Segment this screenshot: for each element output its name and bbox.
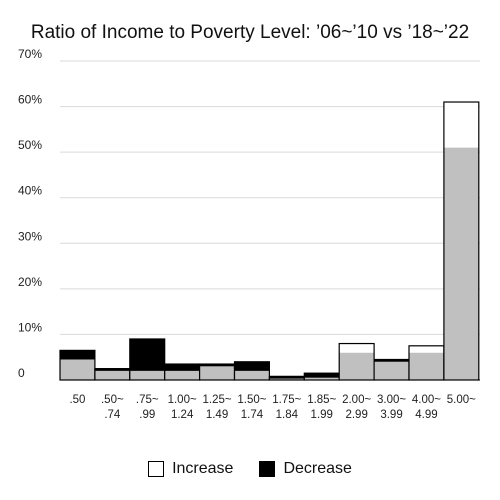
x-tick-label: 1.25~ 1.49: [202, 394, 231, 421]
bar-base: [199, 366, 235, 380]
legend: Increase Decrease: [0, 460, 500, 478]
bar-decrease: [269, 376, 305, 379]
x-tick-label: .50~ .74: [101, 394, 124, 421]
bar-decrease: [234, 361, 270, 371]
bar-base: [60, 359, 95, 380]
bar-decrease: [374, 359, 409, 362]
bar-base: [269, 378, 305, 380]
x-tick-label: 1.50~ 1.74: [237, 394, 266, 421]
bar-increase: [443, 102, 479, 148]
y-tick-label: 10%: [18, 320, 42, 334]
bar-base: [409, 352, 444, 380]
y-tick-label: 0: [18, 366, 25, 380]
bar-base: [374, 361, 409, 380]
legend-swatch-increase: [148, 461, 165, 477]
x-tick-label: 2.00~ 2.99: [342, 394, 371, 421]
x-tick-label: 1.85~ 1.99: [307, 394, 336, 421]
bar-decrease: [94, 368, 130, 371]
bar-decrease: [129, 338, 165, 371]
x-tick-label: 3.00~ 3.99: [377, 394, 406, 421]
bar-base: [339, 352, 375, 380]
y-tick-label: 30%: [18, 229, 42, 243]
y-tick-label: 50%: [18, 138, 42, 152]
bar-base: [234, 370, 270, 380]
x-tick-label: .75~ .99: [136, 394, 159, 421]
y-tick-label: 20%: [18, 275, 42, 289]
x-tick-label: 1.00~ 1.24: [168, 394, 197, 421]
x-tick-label: 1.75~ 1.84: [272, 394, 301, 421]
legend-label-decrease: Decrease: [283, 460, 352, 477]
bar-increase: [409, 345, 444, 353]
bar-base: [94, 370, 130, 380]
bar-base: [443, 147, 479, 380]
x-tick-label: .50: [69, 394, 85, 406]
legend-swatch-decrease: [259, 461, 276, 477]
bar-decrease: [304, 373, 340, 378]
bar-decrease: [199, 364, 235, 367]
bar-base: [304, 377, 340, 380]
bar-base: [129, 370, 165, 380]
bar-base: [164, 370, 200, 380]
x-tick-label: 4.00~ 4.99: [412, 394, 441, 421]
bar-decrease: [164, 364, 200, 371]
bar-decrease: [60, 350, 95, 360]
legend-item-increase: Increase: [148, 460, 233, 478]
x-tick-label: 5.00~: [447, 394, 476, 406]
y-tick-label: 70%: [18, 47, 42, 61]
y-tick-label: 60%: [18, 93, 42, 107]
legend-item-decrease: Decrease: [259, 460, 352, 478]
bar-increase: [339, 343, 375, 353]
chart-title: Ratio of Income to Poverty Level: ’06~’1…: [30, 22, 470, 43]
y-tick-label: 40%: [18, 184, 42, 198]
legend-label-increase: Increase: [172, 460, 234, 477]
